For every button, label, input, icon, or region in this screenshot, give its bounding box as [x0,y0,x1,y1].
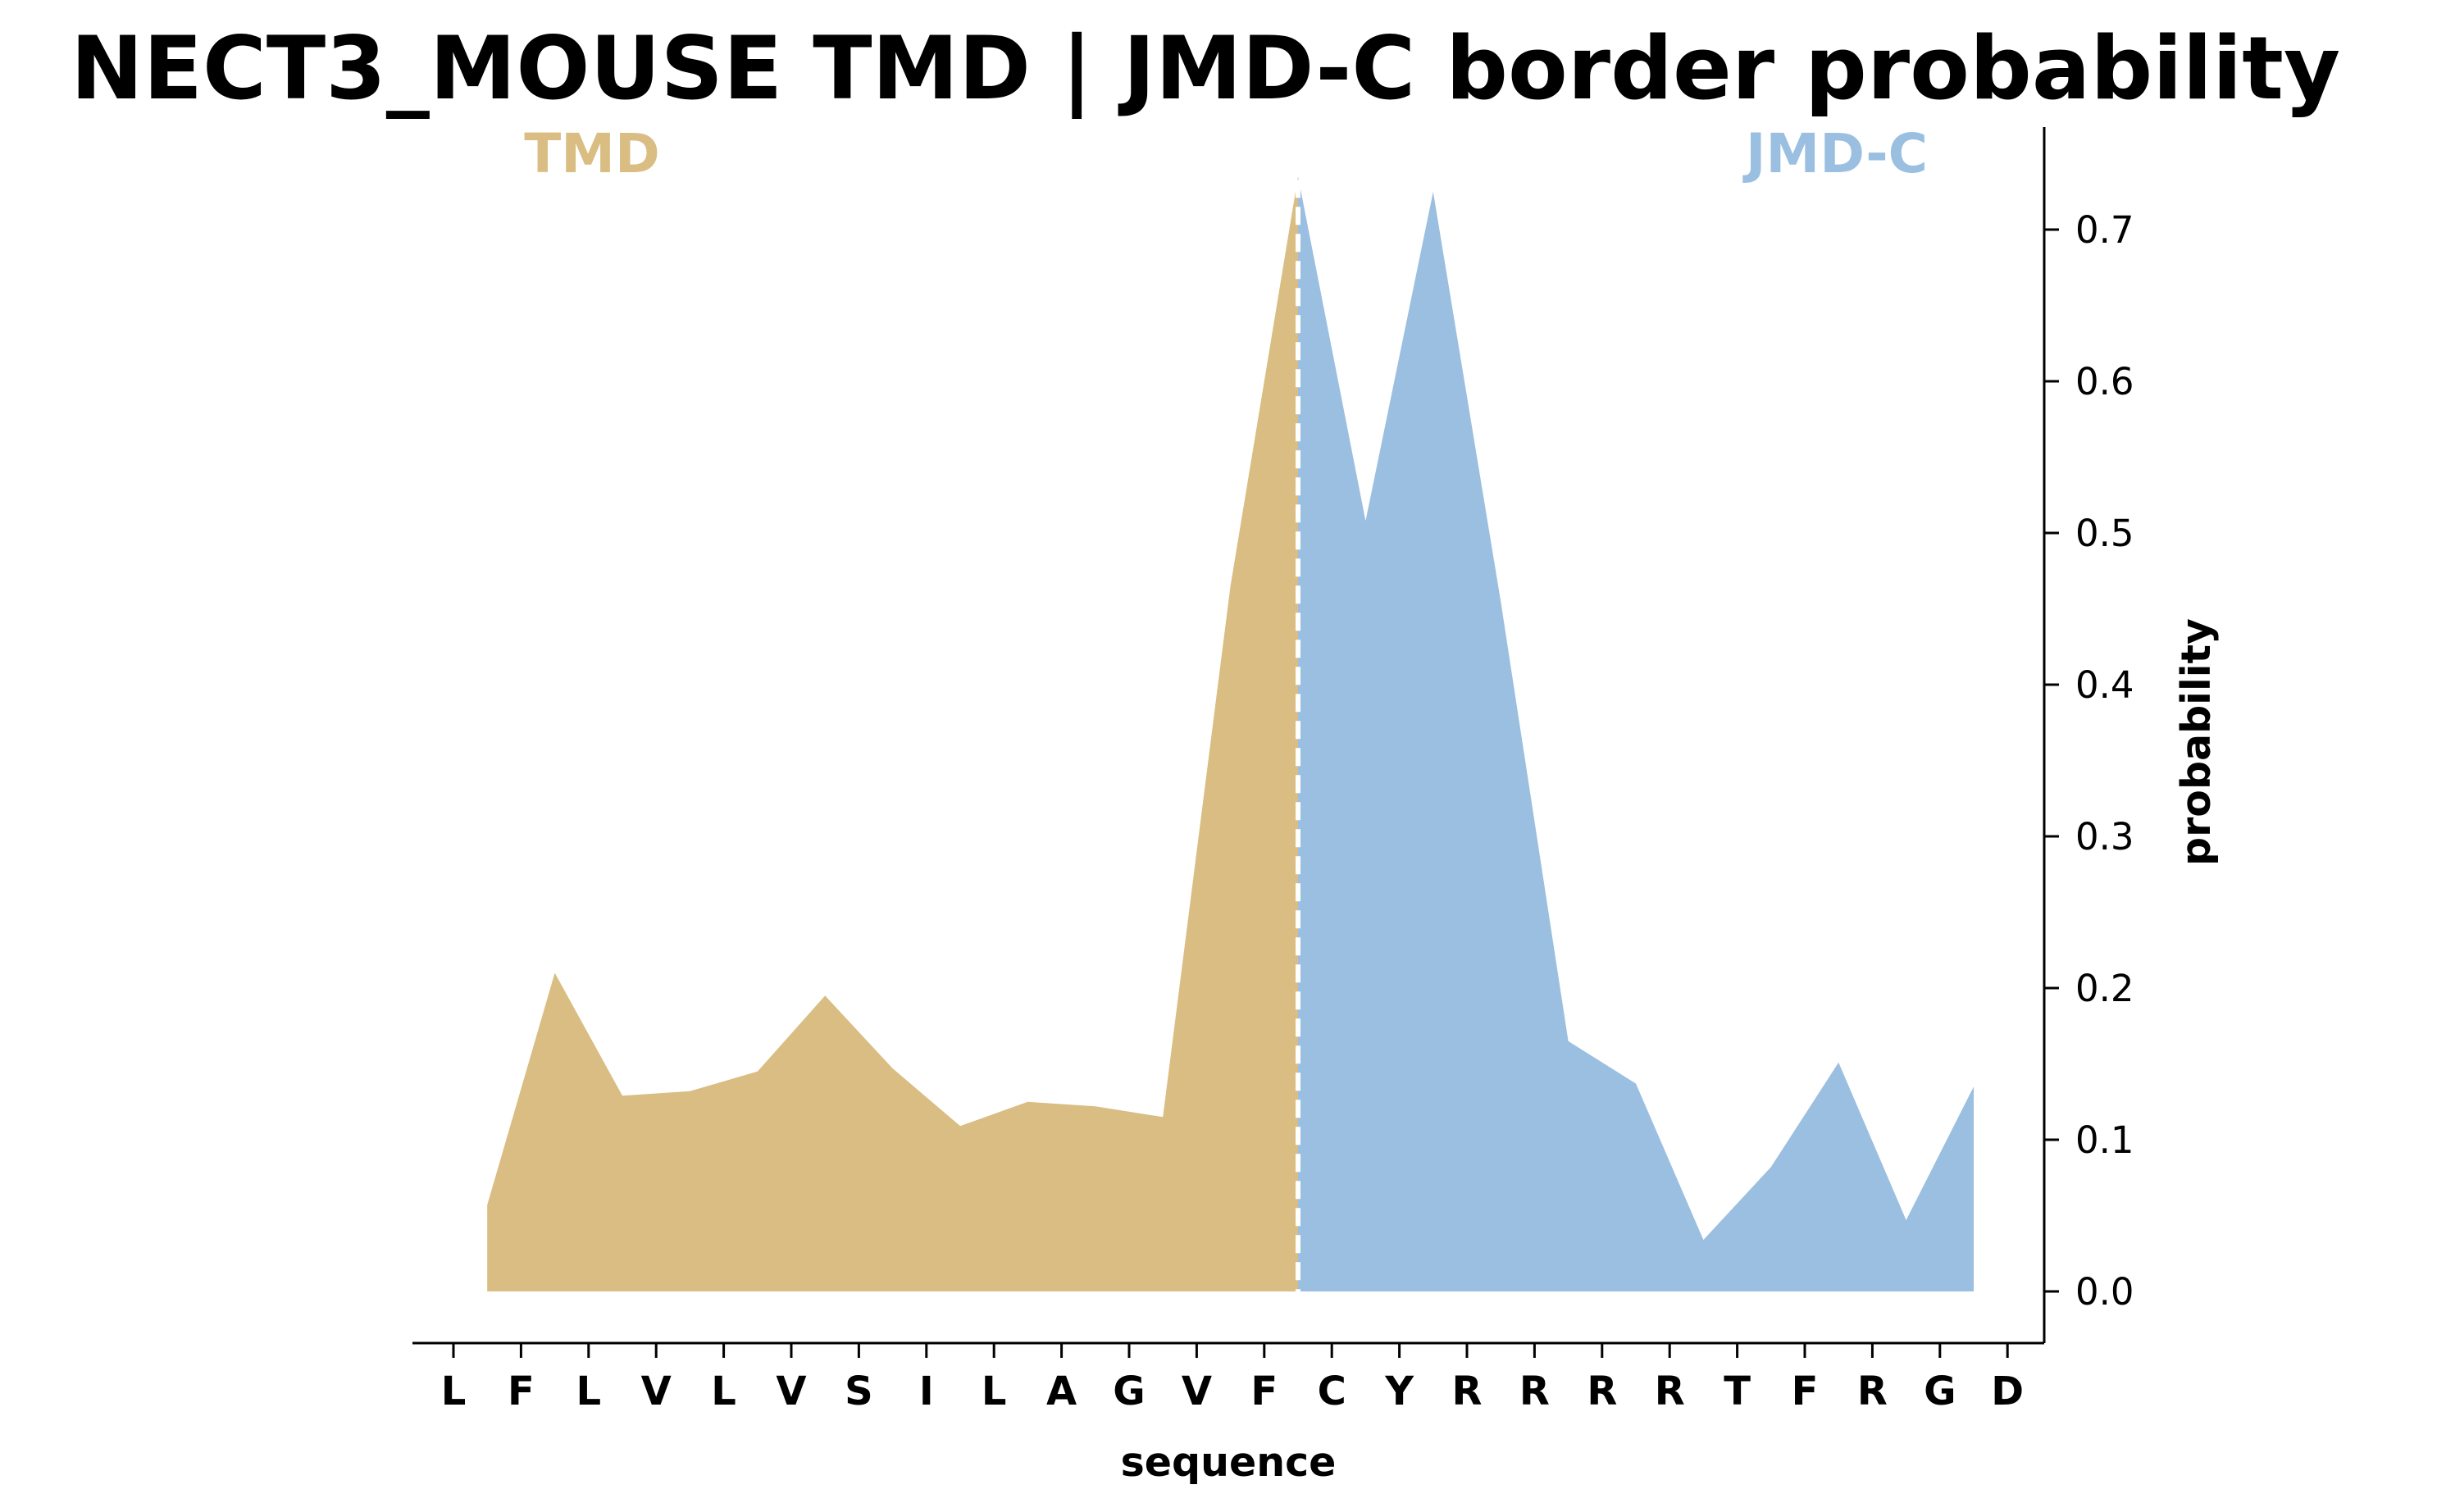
y-tick-label: 0.1 [2075,1118,2134,1162]
y-tick-label: 0.5 [2075,512,2134,555]
x-tick-label: R [1519,1369,1550,1414]
y-tick-label: 0.7 [2075,208,2134,252]
x-tick-label: V [776,1369,806,1414]
x-axis-label: sequence [1121,1439,1337,1486]
jmd-c-region-label: JMD-C [1742,122,1928,185]
x-tick-label: L [982,1369,1007,1414]
tmd-region-label: TMD [524,122,659,185]
x-tick-label: L [441,1369,467,1414]
x-tick-label: F [1792,1369,1819,1414]
y-tick-label: 0.2 [2075,967,2134,1010]
y-tick-label: 0.6 [2075,360,2134,403]
y-tick-label: 0.0 [2075,1270,2134,1314]
y-axis: 0.0 0.1 0.2 0.3 0.4 0.5 0.6 0.7 [2043,127,2134,1343]
y-axis-label: probability [2173,618,2220,866]
x-tick-label: S [845,1369,873,1414]
x-tick-label: G [1924,1369,1956,1414]
x-tick-label: V [1182,1369,1212,1414]
area-jmd-c [1298,176,1974,1291]
x-tick-label: R [1587,1369,1617,1414]
x-tick-label: G [1113,1369,1145,1414]
x-tick-label: A [1046,1369,1077,1414]
x-tick-label: R [1452,1369,1483,1414]
x-tick-label: C [1318,1369,1346,1414]
area-tmd [487,176,1298,1291]
area-series [487,176,1974,1291]
y-tick-label: 0.4 [2075,663,2134,707]
x-tick-label: R [1857,1369,1888,1414]
x-tick-label: V [641,1369,672,1414]
y-tick-label: 0.3 [2075,815,2134,858]
chart-title: NECT3_MOUSE TMD | JMD-C border probabili… [71,18,2340,120]
x-tick-label: F [1250,1369,1278,1414]
x-tick-label: L [711,1369,736,1414]
x-tick-label: T [1724,1369,1751,1414]
x-tick-label: I [919,1369,934,1414]
x-tick-label: Y [1384,1369,1414,1414]
x-tick-label: R [1655,1369,1685,1414]
x-tick-label: L [576,1369,602,1414]
x-tick-label: F [508,1369,535,1414]
x-tick-label: D [1991,1369,2024,1414]
